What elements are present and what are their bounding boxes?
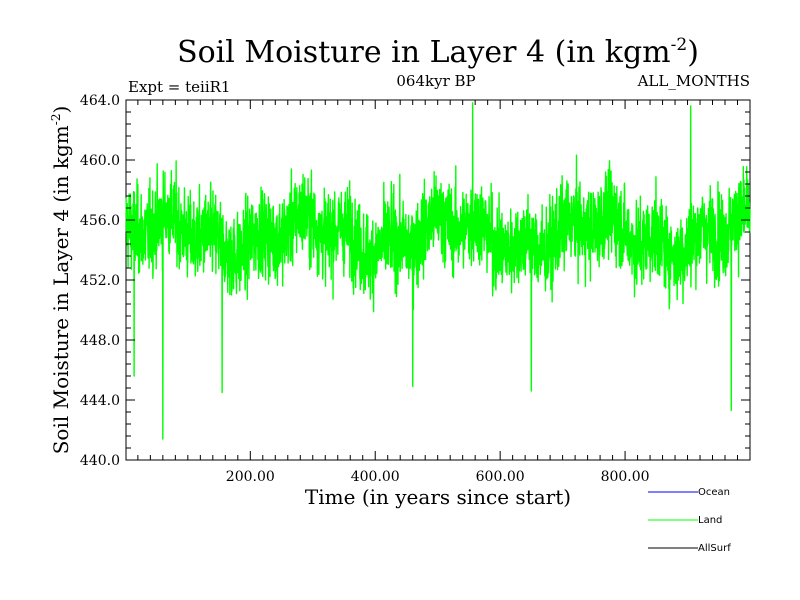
legend-label-allsurf: AllSurf: [698, 543, 731, 554]
y-axis-label-superscript: -2: [49, 114, 63, 126]
chart-title-text: Soil Moisture in Layer 4 (in kgm: [177, 35, 671, 70]
y-tick-label: 456.0: [80, 213, 120, 229]
x-tick-label: 600.00: [476, 469, 525, 485]
x-tick-label: 200.00: [226, 469, 275, 485]
legend-label-ocean: Ocean: [698, 487, 730, 498]
legend-label-land: Land: [698, 515, 722, 526]
x-tick-label: 800.00: [601, 469, 650, 485]
y-tick-label: 448.0: [80, 333, 120, 349]
chart-title-superscript: -2: [671, 35, 688, 55]
series-line-land: [125, 102, 751, 440]
y-tick-label: 444.0: [80, 393, 120, 409]
x-tick-label: 400.00: [351, 469, 400, 485]
y-axis-label: Soil Moisture in Layer 4 (in kgm-2): [49, 106, 73, 455]
subtitle-months: ALL_MONTHS: [637, 72, 750, 90]
series-layer: [125, 102, 751, 440]
y-tick-labels: 440.0 444.0 448.0 452.0 456.0 460.0 464.0: [80, 93, 120, 469]
chart-title: Soil Moisture in Layer 4 (in kgm-2): [177, 35, 699, 70]
subtitle-period: 064kyr BP: [396, 72, 475, 90]
y-axis-label-end: ): [49, 106, 73, 114]
y-tick-label: 440.0: [80, 453, 120, 469]
y-axis-label-text: Soil Moisture in Layer 4 (in kgm: [49, 125, 73, 454]
x-axis-label: Time (in years since start): [305, 485, 571, 509]
y-tick-label: 452.0: [80, 273, 120, 289]
chart-title-end: ): [687, 35, 699, 70]
plot-area: [125, 99, 751, 461]
tick-layer: [126, 99, 751, 461]
x-tick-labels: 200.00 400.00 600.00 800.00: [226, 469, 650, 485]
legend: Ocean Land AllSurf: [648, 487, 731, 554]
y-tick-label: 464.0: [80, 93, 120, 109]
y-tick-label: 460.0: [80, 153, 120, 169]
subtitle-experiment: Expt = teiiR1: [128, 78, 230, 96]
